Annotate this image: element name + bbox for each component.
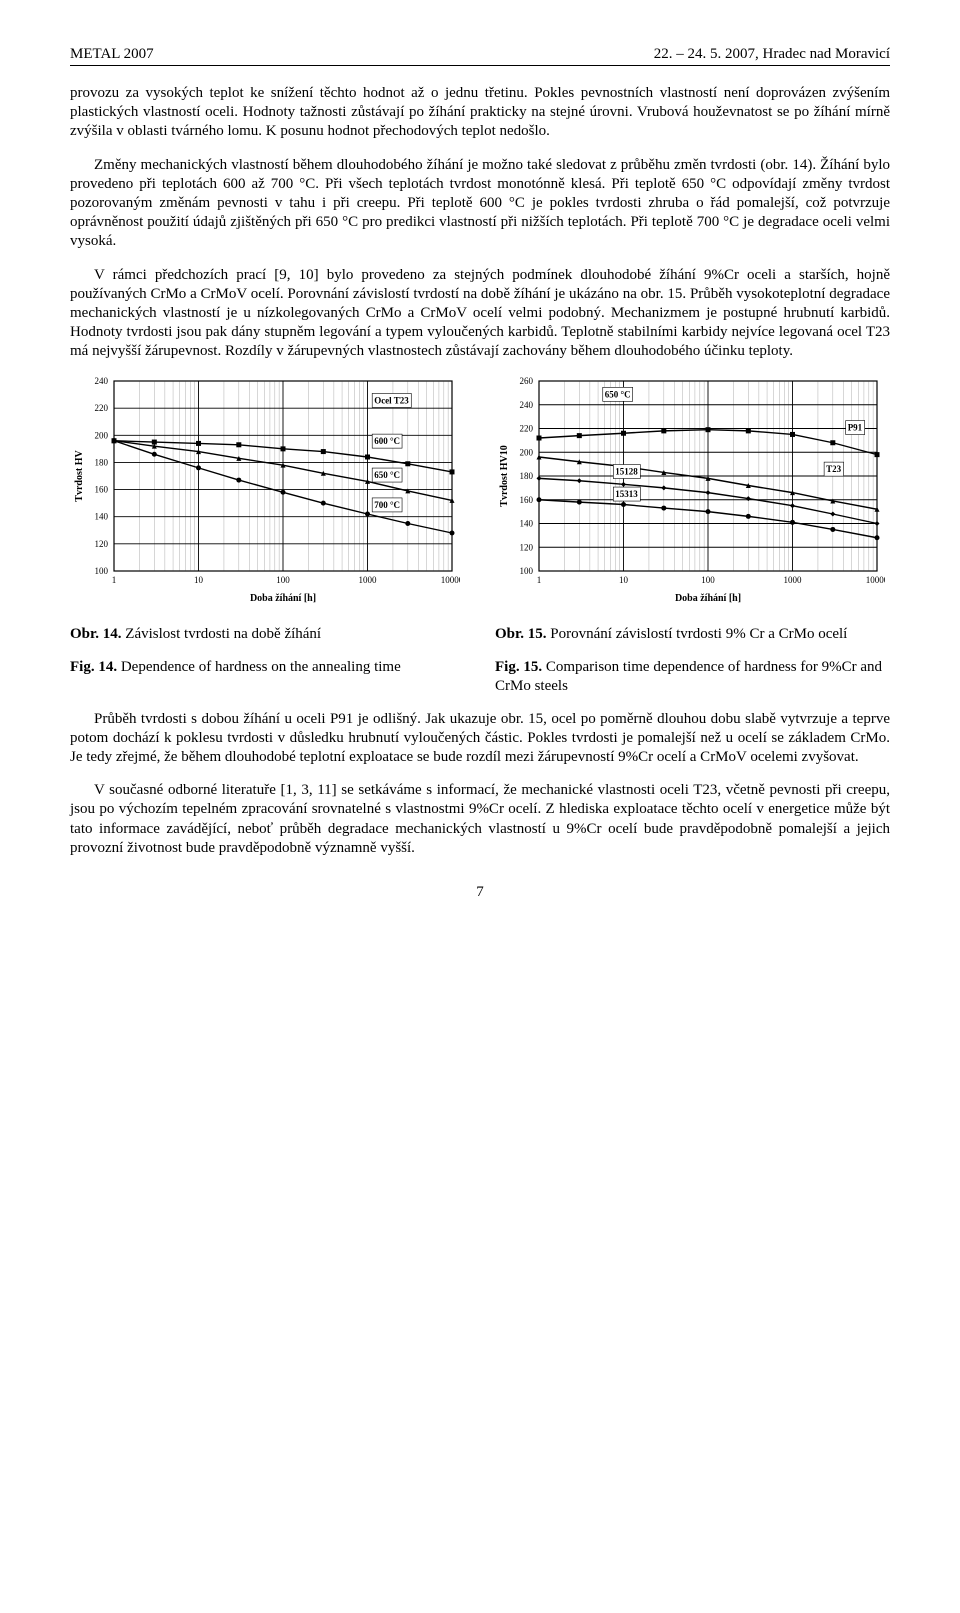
header-right: 22. – 24. 5. 2007, Hradec nad Moravicí: [654, 46, 890, 63]
page-number: 7: [70, 884, 890, 901]
svg-text:240: 240: [95, 376, 109, 386]
svg-text:140: 140: [95, 512, 109, 522]
svg-text:120: 120: [520, 543, 534, 553]
svg-text:1000: 1000: [784, 575, 803, 585]
svg-text:10000: 10000: [441, 575, 460, 585]
caption-obr14-label: Obr. 14.: [70, 626, 122, 642]
caption-fig14-text: Dependence of hardness on the annealing …: [117, 659, 401, 675]
para-1: provozu za vysokých teplot ke snížení tě…: [70, 84, 890, 142]
caption-fig14-label: Fig. 14.: [70, 659, 117, 675]
svg-text:1000: 1000: [359, 575, 378, 585]
svg-text:240: 240: [520, 400, 534, 410]
svg-text:650 °C: 650 °C: [605, 390, 631, 400]
svg-text:140: 140: [520, 519, 534, 529]
svg-text:10: 10: [194, 575, 204, 585]
svg-text:T23: T23: [826, 465, 842, 475]
svg-text:700 °C: 700 °C: [374, 500, 400, 510]
svg-text:100: 100: [95, 566, 109, 576]
svg-text:220: 220: [95, 404, 109, 414]
chart-15: 1 10 100 1000 10000 100 120 140 160 180 200 220 240 2…: [495, 375, 890, 605]
para-4: Průběh tvrdosti s dobou žíhání u oceli P…: [70, 710, 890, 768]
svg-text:10: 10: [619, 575, 629, 585]
svg-text:200: 200: [95, 431, 109, 441]
paper-header: METAL 2007 22. – 24. 5. 2007, Hradec nad…: [70, 46, 890, 63]
caption-obr15-text: Porovnání závislostí tvrdosti 9% Cr a Cr…: [547, 626, 848, 642]
caption-fig15-label: Fig. 15.: [495, 659, 542, 675]
captions-fig: Fig. 14. Dependence of hardness on the a…: [70, 658, 890, 696]
svg-text:Tvrdost HV10: Tvrdost HV10: [499, 446, 510, 507]
caption-obr15: Obr. 15. Porovnání závislostí tvrdosti 9…: [495, 625, 890, 644]
caption-fig15-text: Comparison time dependence of hardness f…: [495, 659, 882, 694]
header-left: METAL 2007: [70, 46, 154, 63]
svg-text:120: 120: [95, 539, 109, 549]
svg-text:650 °C: 650 °C: [374, 471, 400, 481]
svg-text:1: 1: [537, 575, 542, 585]
captions-obr: Obr. 14. Závislost tvrdosti na době žíhá…: [70, 625, 890, 644]
svg-text:100: 100: [701, 575, 715, 585]
caption-obr15-label: Obr. 15.: [495, 626, 547, 642]
caption-obr14: Obr. 14. Závislost tvrdosti na době žíhá…: [70, 625, 465, 644]
svg-text:100: 100: [276, 575, 290, 585]
caption-obr14-text: Závislost tvrdosti na době žíhání: [122, 626, 322, 642]
chart-14: 1 10 100 1000 10000 100 120 140 160 180 200 220 240 D…: [70, 375, 465, 605]
svg-text:180: 180: [95, 458, 109, 468]
caption-fig15: Fig. 15. Comparison time dependence of h…: [495, 658, 890, 696]
svg-text:Tvrdost HV: Tvrdost HV: [74, 450, 85, 502]
charts-row: 1 10 100 1000 10000 100 120 140 160 180 200 220 240 D…: [70, 375, 890, 605]
svg-text:220: 220: [520, 424, 534, 434]
svg-text:15313: 15313: [615, 490, 638, 500]
svg-text:Doba žíhání [h]: Doba žíhání [h]: [250, 593, 316, 604]
svg-text:Ocel T23: Ocel T23: [374, 396, 409, 406]
para-3: V rámci předchozích prací [9, 10] bylo p…: [70, 266, 890, 362]
svg-text:600 °C: 600 °C: [374, 437, 400, 447]
para-2: Změny mechanických vlastností během dlou…: [70, 156, 890, 252]
para-5: V současné odborné literatuře [1, 3, 11]…: [70, 781, 890, 858]
svg-text:200: 200: [520, 448, 534, 458]
svg-text:P91: P91: [848, 423, 863, 433]
svg-text:1: 1: [112, 575, 117, 585]
svg-text:Doba žíhání [h]: Doba žíhání [h]: [675, 593, 741, 604]
svg-text:160: 160: [520, 495, 534, 505]
caption-fig14: Fig. 14. Dependence of hardness on the a…: [70, 658, 465, 696]
svg-text:260: 260: [520, 376, 534, 386]
svg-text:10000: 10000: [866, 575, 885, 585]
svg-text:180: 180: [520, 471, 534, 481]
svg-text:100: 100: [520, 566, 534, 576]
svg-text:15128: 15128: [615, 467, 638, 477]
svg-text:160: 160: [95, 485, 109, 495]
header-rule: [70, 65, 890, 66]
